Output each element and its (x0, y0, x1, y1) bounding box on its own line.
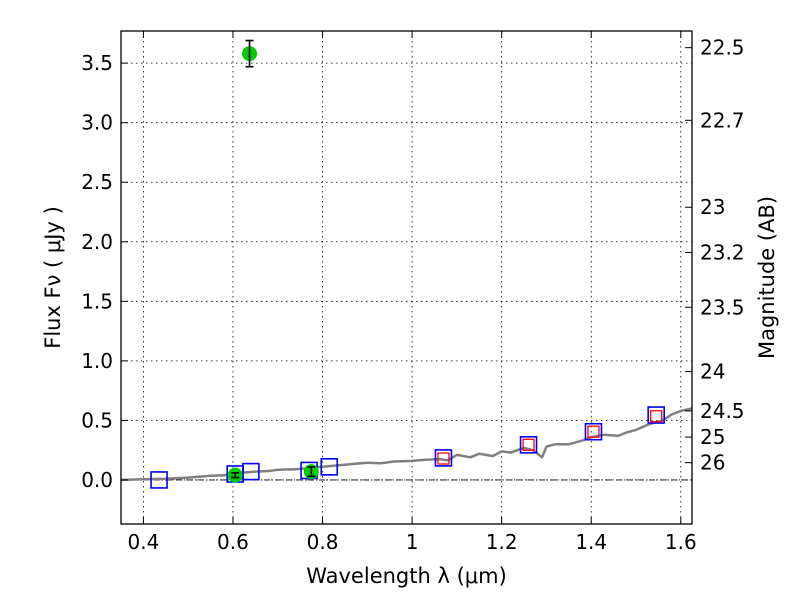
y-tick-label: 3.0 (81, 111, 113, 135)
y2-tick-label: 22.7 (700, 108, 745, 132)
red-box-point (437, 452, 450, 465)
y2-tick-label: 22.5 (700, 36, 745, 60)
red-box-point (587, 425, 600, 438)
red-box-point (522, 438, 535, 451)
y-tick-label: 2.0 (81, 230, 113, 254)
grid-layer (121, 31, 692, 524)
y-tick-label: 0.5 (81, 408, 113, 432)
y2-tick-label: 24.5 (700, 399, 745, 423)
blue-box-point (584, 422, 603, 441)
y-tick-label: 1.0 (81, 349, 113, 373)
x-tick-label: 1 (406, 530, 419, 554)
blue-box-point (242, 462, 260, 481)
y2-tick-label: 24 (700, 360, 725, 384)
y-tick-label: 0.0 (81, 468, 113, 492)
blue-box-point (150, 471, 168, 489)
y-tick-label: 3.5 (81, 51, 113, 75)
y2-axis-label: Magnitude (AB) (755, 196, 779, 359)
blue-box-point (434, 449, 453, 467)
x-tick-label: 1.2 (486, 530, 518, 554)
x-tick-label: 1.6 (665, 530, 697, 554)
y2-tick-label: 23.2 (700, 240, 745, 264)
y-tick-label: 1.5 (81, 289, 113, 313)
y-tick-label: 2.5 (81, 170, 113, 194)
model-spectrum-line (120, 407, 693, 482)
red-box-point (650, 410, 663, 423)
y2-tick-label: 23 (700, 195, 725, 219)
y2-tick-label: 26 (700, 451, 725, 475)
tick-layer: 0.4 0.6 0.8 1 1.2 1.4 1.6 0.0 0.5 1.0 1.5 2.0 2.5 3.0… (81, 31, 745, 554)
y2-tick-label: 25 (700, 425, 725, 449)
y-axis-label: Flux Fν ( μJy ) (41, 206, 65, 349)
blue-box-point (647, 406, 665, 424)
plot-layer (120, 39, 693, 489)
x-axis-label: Wavelength λ (μm) (306, 564, 507, 588)
blue-box-point (320, 458, 339, 476)
y2-tick-label: 23.5 (700, 295, 745, 319)
x-tick-label: 0.8 (307, 530, 339, 554)
plot-frame (120, 30, 693, 525)
blue-box-point (519, 436, 538, 454)
x-tick-label: 0.4 (127, 530, 159, 554)
x-tick-label: 0.6 (217, 530, 249, 554)
x-tick-label: 1.4 (575, 530, 607, 554)
